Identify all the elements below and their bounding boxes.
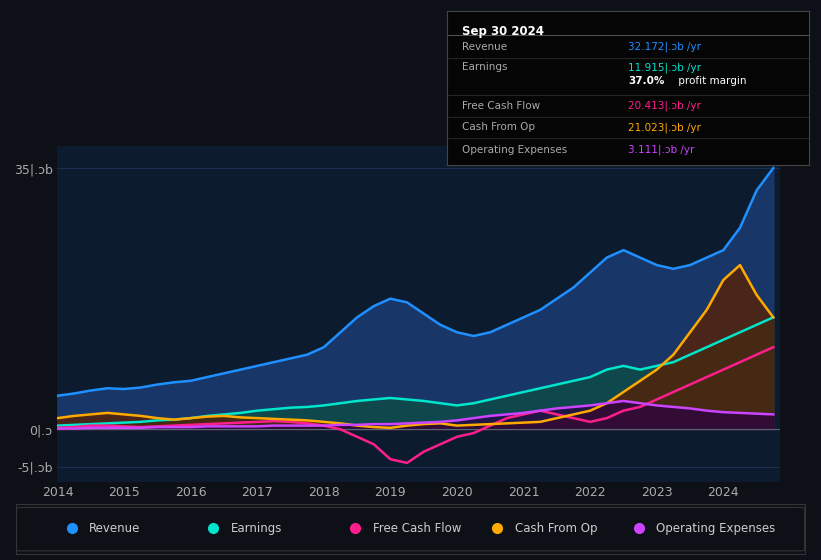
Text: Earnings: Earnings — [462, 62, 507, 72]
Text: Operating Expenses: Operating Expenses — [657, 522, 776, 535]
Text: Operating Expenses: Operating Expenses — [462, 145, 567, 155]
Text: profit margin: profit margin — [675, 76, 746, 86]
Text: Revenue: Revenue — [89, 522, 140, 535]
Text: Free Cash Flow: Free Cash Flow — [373, 522, 461, 535]
Text: 37.0%: 37.0% — [628, 76, 664, 86]
Text: Cash From Op: Cash From Op — [462, 123, 535, 133]
Text: 21.023|.ɔb /yr: 21.023|.ɔb /yr — [628, 122, 701, 133]
Text: Free Cash Flow: Free Cash Flow — [462, 101, 540, 111]
Text: 32.172|.ɔb /yr: 32.172|.ɔb /yr — [628, 41, 701, 52]
Text: Sep 30 2024: Sep 30 2024 — [462, 25, 544, 38]
Text: Earnings: Earnings — [231, 522, 282, 535]
Text: 11.915|.ɔb /yr: 11.915|.ɔb /yr — [628, 62, 701, 73]
Text: Revenue: Revenue — [462, 41, 507, 52]
Text: 20.413|.ɔb /yr: 20.413|.ɔb /yr — [628, 101, 701, 111]
Text: 3.111|.ɔb /yr: 3.111|.ɔb /yr — [628, 144, 695, 155]
Text: Cash From Op: Cash From Op — [515, 522, 597, 535]
